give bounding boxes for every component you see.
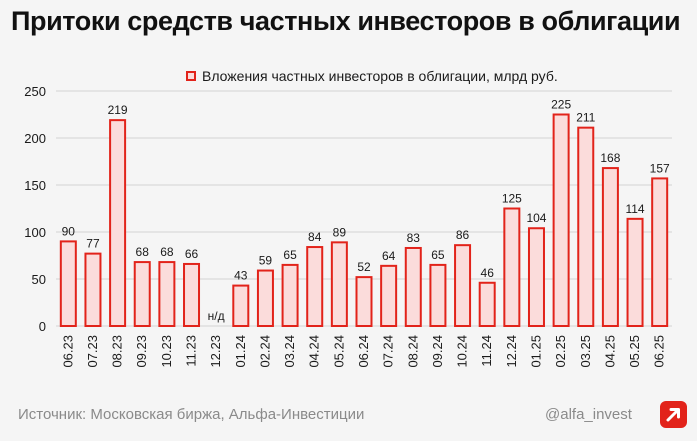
bar <box>429 263 447 327</box>
bar <box>158 261 176 327</box>
x-tick-label: 02.24 <box>257 335 272 368</box>
bar-value-label: 68 <box>136 245 150 259</box>
bar <box>232 284 250 327</box>
x-tick-label: 05.25 <box>627 335 642 368</box>
y-tick-label: 50 <box>32 272 46 287</box>
bar-value-label: 46 <box>481 266 495 280</box>
bar-value-label: 43 <box>234 269 248 283</box>
x-tick-label: 06.23 <box>60 335 75 368</box>
bar-value-label: 64 <box>382 249 396 263</box>
x-tick-label: 09.24 <box>430 335 445 368</box>
x-tick-label: 12.23 <box>208 335 223 368</box>
x-tick-label: 10.24 <box>455 335 470 368</box>
x-tick-label: 05.24 <box>331 335 346 368</box>
bar <box>84 252 102 327</box>
legend-swatch <box>186 71 196 81</box>
y-tick-label: 200 <box>24 131 46 146</box>
bar-value-label: 90 <box>62 224 76 238</box>
chart-title: Притоки средств частных инвесторов в обл… <box>11 6 681 36</box>
bar <box>577 126 595 327</box>
bar-value-label: 68 <box>160 245 174 259</box>
bar <box>355 276 373 327</box>
bar-value-label: 65 <box>431 248 445 262</box>
bar-value-label: 168 <box>600 151 620 165</box>
bar-chart: 0 50 100 150 200 250 90 06.23 77 07.23 219 08.23 68 0… <box>24 84 672 368</box>
bar-value-label: 211 <box>576 111 595 125</box>
bar <box>601 167 619 327</box>
source-note: Источник: Московская биржа, Альфа-Инвест… <box>18 406 365 423</box>
bar <box>651 177 669 327</box>
x-tick-label: 10.23 <box>159 335 174 368</box>
bar-value-label: 84 <box>308 230 322 244</box>
x-tick-label: 01.24 <box>233 335 248 368</box>
y-tick-label: 150 <box>24 178 46 193</box>
bar-value-label: 219 <box>108 103 128 117</box>
legend-label: Вложения частных инвесторов в облигации,… <box>202 68 558 84</box>
x-tick-label: 12.24 <box>504 335 519 368</box>
x-tick-label: 02.25 <box>553 335 568 368</box>
bar <box>503 207 521 327</box>
chart-legend: Вложения частных инвесторов в облигации,… <box>186 68 558 84</box>
bar-value-label: 59 <box>259 254 273 268</box>
bar <box>306 246 324 327</box>
bar-value-label: 86 <box>456 228 470 242</box>
x-tick-label: 03.24 <box>282 335 297 368</box>
x-tick-label: 11.23 <box>184 335 199 367</box>
bar <box>380 264 398 327</box>
bar-value-label: 65 <box>283 248 297 262</box>
bar <box>256 269 274 328</box>
bar <box>478 281 496 328</box>
bar-value-label: 125 <box>502 192 522 206</box>
bar <box>552 113 570 327</box>
x-tick-label: 04.25 <box>602 335 617 368</box>
bar <box>133 261 151 327</box>
x-tick-label: 09.23 <box>134 335 149 368</box>
x-tick-label: 01.25 <box>528 335 543 368</box>
y-tick-label: 0 <box>39 319 46 334</box>
bar <box>404 246 422 327</box>
bar <box>454 244 472 327</box>
y-tick-label: 100 <box>24 225 46 240</box>
bar <box>626 217 644 327</box>
bar-value-label: 52 <box>357 260 371 274</box>
bar <box>281 263 299 327</box>
bar-value-label: 225 <box>551 98 571 112</box>
bar-value-label: 66 <box>185 247 199 261</box>
bar <box>527 227 545 328</box>
channel-handle: @alfa_invest <box>545 406 632 423</box>
y-tick-label: 250 <box>24 84 46 99</box>
alfa-arrow-logo-icon <box>660 401 687 428</box>
x-tick-label: 04.24 <box>307 335 322 368</box>
x-tick-label: 11.24 <box>479 335 494 367</box>
bar <box>183 262 201 327</box>
x-tick-label: 07.24 <box>381 335 396 368</box>
bar-value-label: 83 <box>407 231 421 245</box>
bar-value-label: 114 <box>625 202 644 216</box>
x-tick-label: 07.23 <box>85 335 100 368</box>
bar-value-label: 77 <box>86 237 100 251</box>
bar-value-label: 104 <box>526 211 546 225</box>
x-tick-label: 03.25 <box>578 335 593 368</box>
x-tick-label: 08.24 <box>405 335 420 368</box>
bar-value-label: н/д <box>208 309 225 323</box>
bar-value-label: 157 <box>650 161 670 175</box>
bar <box>330 241 348 327</box>
x-tick-label: 08.23 <box>110 335 125 368</box>
bar <box>109 119 127 327</box>
x-tick-label: 06.25 <box>652 335 667 368</box>
bar <box>59 240 77 327</box>
x-tick-label: 06.24 <box>356 335 371 368</box>
bar-value-label: 89 <box>333 225 347 239</box>
